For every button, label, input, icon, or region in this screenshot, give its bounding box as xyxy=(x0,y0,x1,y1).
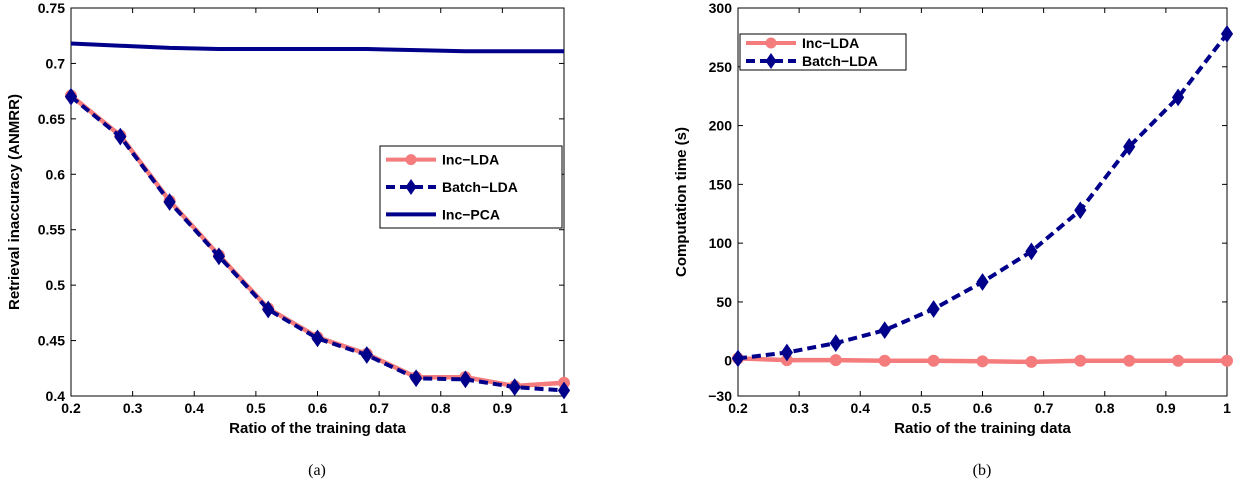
legend-label: Inc−LDA xyxy=(802,35,859,51)
x-tick-label: 0.6 xyxy=(973,400,993,416)
data-point-circle xyxy=(1172,354,1185,367)
series-line-incpca xyxy=(70,41,564,54)
data-point-circle xyxy=(1074,354,1087,367)
x-tick-label: 0.6 xyxy=(308,400,328,416)
x-tick-label: 0.2 xyxy=(728,400,748,416)
series-line-batchlda xyxy=(69,95,565,393)
y-tick-label: 0.7 xyxy=(46,55,66,71)
y-tick-label: 0.55 xyxy=(38,222,65,238)
y-tick-label: 0 xyxy=(724,353,732,369)
y-tick-label: 0.75 xyxy=(38,0,65,16)
x-tick-label: 1 xyxy=(1223,400,1231,416)
x-tick-label: 0.5 xyxy=(246,400,266,416)
data-point-diamond xyxy=(731,349,745,368)
y-tick-label: 0.45 xyxy=(38,333,65,349)
data-point-diamond xyxy=(557,381,571,400)
x-tick-label: 0.7 xyxy=(369,400,389,416)
data-point-diamond xyxy=(1220,24,1234,43)
data-point-diamond xyxy=(409,369,423,388)
data-point-diamond xyxy=(64,87,78,106)
data-point-diamond xyxy=(878,321,891,340)
legend-marker-circle xyxy=(405,154,417,166)
data-point-diamond xyxy=(976,273,989,291)
x-tick-label: 0.4 xyxy=(185,400,205,416)
y-tick-label: 0.65 xyxy=(38,111,65,127)
figure-caption: (a) xyxy=(308,462,326,479)
chart-b: 0.2 0.3 0.4 0.5 0.6 0.7 0.8 0.9 1 −30 0 50 100 150 200… xyxy=(673,0,1234,479)
x-tick-label: 1 xyxy=(560,400,568,416)
data-point-diamond xyxy=(311,329,324,348)
data-point-diamond xyxy=(114,127,127,146)
y-axis-label: Computation time (s) xyxy=(673,127,690,277)
data-point-diamond xyxy=(1074,201,1087,220)
chart-a: 0.2 0.3 0.4 0.5 0.6 0.7 0.8 0.9 1 0.4 0.45 0.5 0.55 0… xyxy=(6,0,571,479)
data-point-diamond xyxy=(780,343,794,362)
data-point-diamond xyxy=(508,378,521,397)
y-tick-label: 0.6 xyxy=(46,166,66,182)
x-axis-label: Ratio of the training data xyxy=(894,420,1071,437)
x-tick-label: 0.3 xyxy=(123,400,143,416)
data-point-diamond xyxy=(459,370,472,389)
x-tick-label: 0.3 xyxy=(789,400,809,416)
y-tick-label: 0.4 xyxy=(46,388,66,404)
x-tick-label: 0.9 xyxy=(493,400,513,416)
data-point-circle xyxy=(1221,354,1233,367)
legend-label: Inc−LDA xyxy=(442,152,499,168)
data-point-diamond xyxy=(163,193,176,211)
x-tick-label: 0.7 xyxy=(1034,400,1054,416)
data-point-diamond xyxy=(927,300,940,318)
legend: Inc−LDA Batch−LDA Inc−PCA xyxy=(379,145,563,229)
x-axis-label: Ratio of the training data xyxy=(229,420,406,437)
data-point-diamond xyxy=(262,300,275,319)
x-tick-label: 0.4 xyxy=(851,400,871,416)
data-point-diamond xyxy=(829,334,842,352)
data-point-circle xyxy=(1123,354,1136,367)
legend-marker-circle xyxy=(765,37,777,49)
legend-marker-diamond xyxy=(405,179,417,195)
y-tick-label: 250 xyxy=(709,59,733,75)
data-point-circle xyxy=(829,354,842,367)
legend: Inc−LDA Batch−LDA xyxy=(739,33,907,71)
data-point-circle xyxy=(1025,355,1038,368)
data-point-circle xyxy=(976,355,989,368)
series-line-batchlda xyxy=(737,32,1229,361)
data-point-circle xyxy=(927,354,940,367)
legend-label: Batch−LDA xyxy=(442,179,518,195)
legend-label: Inc−PCA xyxy=(442,206,500,222)
x-tick-label: 0.9 xyxy=(1156,400,1176,416)
y-tick-label: −30 xyxy=(708,388,732,404)
x-tick-label: 0.8 xyxy=(1095,400,1115,416)
y-tick-label: 50 xyxy=(716,294,732,310)
y-axis-label: Retrieval inaccuracy (ANMRR) xyxy=(6,94,23,310)
data-point-diamond xyxy=(1025,242,1038,261)
legend-marker-diamond xyxy=(765,53,777,69)
legend-label: Batch−LDA xyxy=(802,53,878,69)
data-point-diamond xyxy=(1171,88,1185,107)
y-tick-label: 150 xyxy=(709,176,733,192)
y-tick-label: 200 xyxy=(709,118,733,134)
data-point-diamond xyxy=(212,247,226,266)
figure-caption: (b) xyxy=(973,462,992,479)
y-tick-label: 0.5 xyxy=(46,277,66,293)
y-tick-label: 300 xyxy=(709,0,733,16)
y-tick-label: 100 xyxy=(709,235,733,251)
data-point-circle xyxy=(878,354,891,367)
x-tick-label: 0.5 xyxy=(912,400,932,416)
x-tick-label: 0.8 xyxy=(431,400,451,416)
data-point-diamond xyxy=(360,346,373,364)
data-point-diamond xyxy=(1123,137,1136,156)
x-tick-label: 0.2 xyxy=(61,400,81,416)
